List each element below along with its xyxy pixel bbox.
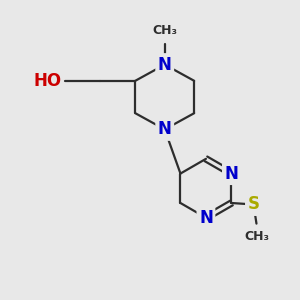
Text: HO: HO <box>34 72 62 90</box>
Text: N: N <box>158 120 172 138</box>
Text: N: N <box>158 56 172 74</box>
Text: N: N <box>224 165 239 183</box>
Text: S: S <box>248 196 260 214</box>
Text: CH₃: CH₃ <box>152 24 177 37</box>
Text: CH₃: CH₃ <box>244 230 269 243</box>
Text: N: N <box>199 209 213 227</box>
